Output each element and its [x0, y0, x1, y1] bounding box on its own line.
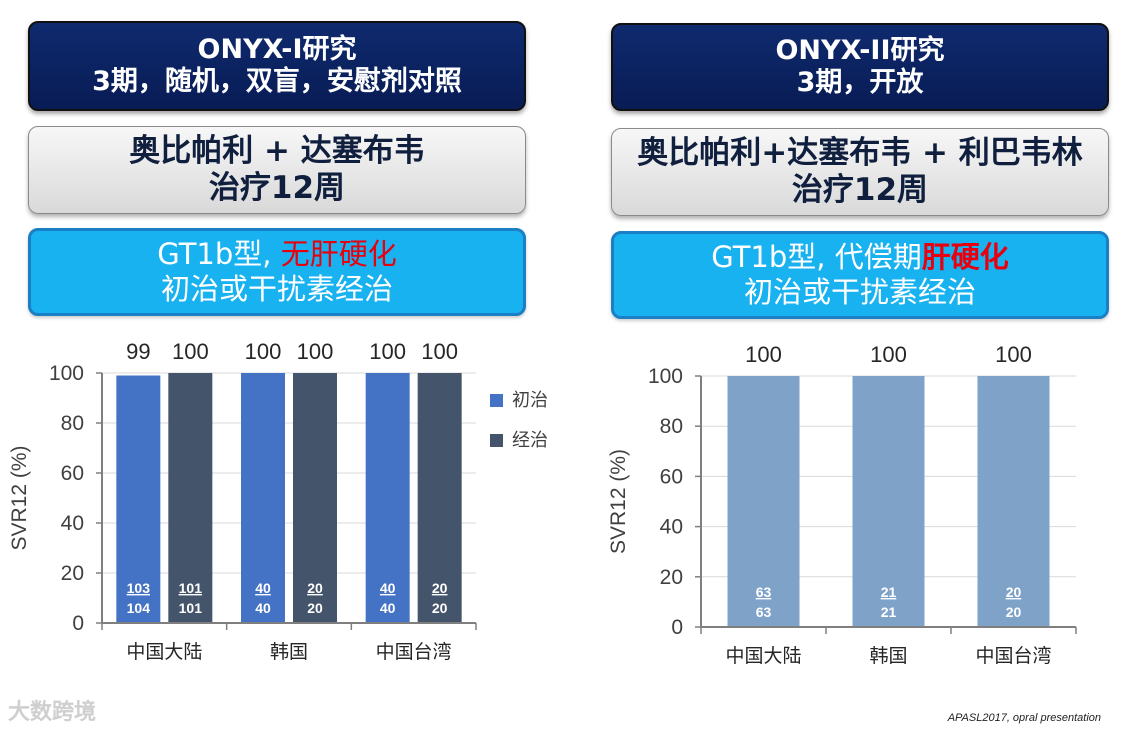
right-treatment-duration: 治疗12周: [791, 172, 929, 208]
x-tick-label: 韩国: [869, 645, 907, 667]
bar-denominator-label: 101: [179, 600, 203, 616]
legend-swatch: [490, 394, 503, 407]
bar-value-label: 100: [870, 342, 907, 367]
bar: [852, 376, 925, 627]
x-tick-label: 中国大陆: [725, 645, 801, 667]
right-header-title: ONYX-II研究: [775, 34, 945, 66]
onyx1-svr-chart: 0 20 40 60 80 100 SVR12 (%) 99 103 104 100 101 101 中国…: [8, 339, 548, 663]
left-population-line1: GT1b型, 无肝硬化: [157, 237, 397, 272]
bar-denominator-label: 20: [1006, 604, 1022, 620]
bar: [417, 373, 462, 623]
left-header-design: 3期，随机，双盲，安慰剂对照: [92, 66, 462, 97]
y-tick-label: 40: [61, 512, 84, 535]
y-tick-label: 80: [660, 415, 683, 438]
right-population-line1: GT1b型, 代偿期肝硬化: [711, 240, 1009, 275]
y-tick-label: 100: [49, 362, 84, 385]
y-tick-label: 20: [61, 562, 84, 585]
x-tick-label: 中国台湾: [376, 641, 452, 663]
bar: [727, 376, 800, 627]
y-tick-label: 40: [660, 516, 683, 539]
left-population-line2: 初治或干扰素经治: [160, 272, 393, 306]
left-treatment-duration: 治疗12周: [208, 170, 346, 206]
bar: [977, 376, 1050, 627]
bar-value-label: 100: [172, 339, 209, 364]
left-study-header: ONYX-I研究 3期，随机，双盲，安慰剂对照: [28, 21, 526, 111]
bar-denominator-label: 104: [127, 600, 151, 616]
x-tick-label: 中国台湾: [975, 645, 1051, 667]
x-tick-label: 中国大陆: [126, 641, 202, 663]
bar-numerator-label: 20: [1006, 584, 1022, 600]
legend-swatch: [490, 434, 503, 447]
source-footnote: APASL2017, opral presentation: [947, 712, 1101, 724]
right-population-highlight: 肝硬化: [921, 240, 1009, 275]
left-population-highlight: 无肝硬化: [280, 237, 397, 272]
bar-denominator-label: 40: [380, 600, 396, 616]
y-tick-label: 80: [61, 412, 84, 435]
bar-denominator-label: 20: [432, 600, 448, 616]
bar-numerator-label: 20: [432, 580, 448, 596]
y-tick-label: 100: [648, 365, 683, 388]
right-study-header: ONYX-II研究 3期，开放: [611, 23, 1109, 111]
bar-value-label: 100: [369, 339, 406, 364]
legend-label: 初治: [512, 390, 548, 410]
bar-denominator-label: 63: [756, 604, 772, 620]
y-tick-label: 0: [72, 612, 84, 635]
bar-numerator-label: 21: [881, 584, 897, 600]
bar: [168, 373, 213, 623]
onyx2-svr-chart: 0 20 40 60 80 100 SVR12 (%) 100 63 63 中国大陆 100 21 21 韩…: [607, 342, 1077, 667]
bar-numerator-label: 20: [307, 580, 323, 596]
bar: [293, 373, 337, 623]
y-tick-label: 20: [660, 566, 683, 589]
y-tick-label: 0: [671, 616, 683, 639]
right-treatment-box: 奥比帕利+达塞布韦 + 利巴韦林 治疗12周: [611, 128, 1109, 216]
right-header-design: 3期，开放: [796, 67, 924, 98]
bar-numerator-label: 63: [756, 584, 772, 600]
bar-value-label: 100: [421, 339, 458, 364]
bar: [365, 373, 410, 623]
y-axis-label: SVR12 (%): [607, 449, 630, 554]
y-tick-label: 60: [61, 462, 84, 485]
bar-numerator-label: 101: [179, 580, 203, 596]
bar-value-label: 100: [297, 339, 334, 364]
bar-denominator-label: 40: [255, 600, 271, 616]
bar: [116, 375, 161, 623]
right-population-box: GT1b型, 代偿期肝硬化 初治或干扰素经治: [611, 231, 1109, 319]
bar-value-label: 99: [126, 339, 150, 364]
bar-numerator-label: 40: [380, 580, 396, 596]
left-header-title: ONYX-I研究: [197, 33, 357, 65]
bar-numerator-label: 103: [127, 580, 151, 596]
bar: [241, 373, 285, 623]
x-tick-label: 韩国: [270, 641, 308, 663]
bar-denominator-label: 20: [307, 600, 323, 616]
bar-value-label: 100: [745, 342, 782, 367]
left-treatment-regimen: 奥比帕利 + 达塞布韦: [129, 132, 425, 169]
right-treatment-regimen: 奥比帕利+达塞布韦 + 利巴韦林: [637, 134, 1083, 171]
right-population-line2: 初治或干扰素经治: [743, 275, 976, 309]
left-treatment-box: 奥比帕利 + 达塞布韦 治疗12周: [28, 126, 526, 214]
bar-value-label: 100: [995, 342, 1032, 367]
bar-value-label: 100: [245, 339, 282, 364]
watermark-logo: 大数跨境: [8, 700, 97, 725]
y-tick-label: 60: [660, 465, 683, 488]
left-population-box: GT1b型, 无肝硬化 初治或干扰素经治: [28, 228, 526, 316]
bar-denominator-label: 21: [881, 604, 897, 620]
bar-numerator-label: 40: [255, 580, 271, 596]
y-axis-label: SVR12 (%): [8, 445, 31, 550]
legend-label: 经治: [512, 430, 548, 450]
